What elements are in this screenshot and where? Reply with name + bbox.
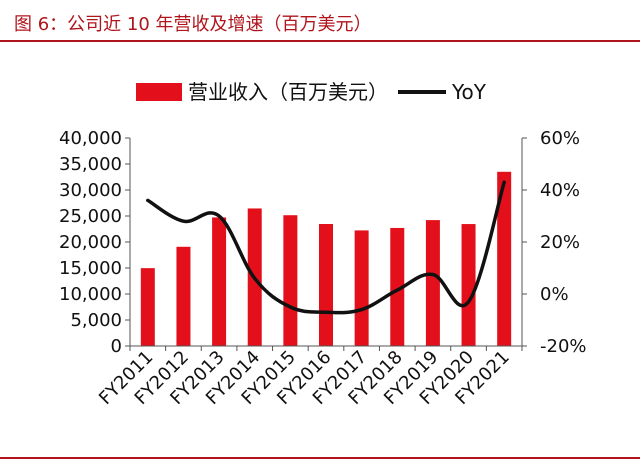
legend: 营业收入（百万美元） YoY (136, 80, 487, 104)
yoy-line (146, 180, 506, 315)
bar-fy2011 (140, 268, 155, 346)
left-tick-label: 15,000 (59, 258, 122, 279)
bar-fy2016 (319, 224, 333, 346)
left-tick-label: 0 (111, 336, 122, 357)
right-tick-label: 60% (540, 128, 580, 149)
bar-fy2019 (425, 220, 440, 346)
left-tick-label: 35,000 (59, 154, 122, 175)
left-tick-label: 5,000 (70, 310, 122, 331)
legend-line-label: YoY (451, 80, 487, 104)
plot-area: 0 5,000 10,000 15,000 20,000 25,000 30,000 35,0… (59, 128, 587, 409)
legend-bar-swatch (136, 83, 182, 101)
right-tick-label: 0% (540, 284, 569, 305)
left-tick-label: 10,000 (59, 284, 122, 305)
bar-fy2017 (354, 230, 369, 346)
bar-fy2018 (390, 227, 405, 346)
bar-fy2013 (212, 217, 227, 346)
right-tick-label: -20% (540, 336, 587, 357)
figure-title: 图 6：公司近 10 年营收及增速（百万美元） (14, 14, 372, 35)
bar-fy2012 (176, 246, 191, 346)
left-tick-label: 40,000 (59, 128, 122, 149)
bar-fy2021 (497, 171, 512, 346)
left-tick-label: 20,000 (59, 232, 122, 253)
bar-fy2015 (283, 215, 298, 346)
left-tick-label: 30,000 (59, 180, 122, 201)
left-tick-label: 25,000 (59, 206, 122, 227)
legend-bar-label: 营业收入（百万美元） (188, 80, 388, 104)
right-tick-label: 20% (540, 232, 580, 253)
bar-fy2020 (461, 224, 476, 346)
right-tick-label: 40% (540, 180, 580, 201)
